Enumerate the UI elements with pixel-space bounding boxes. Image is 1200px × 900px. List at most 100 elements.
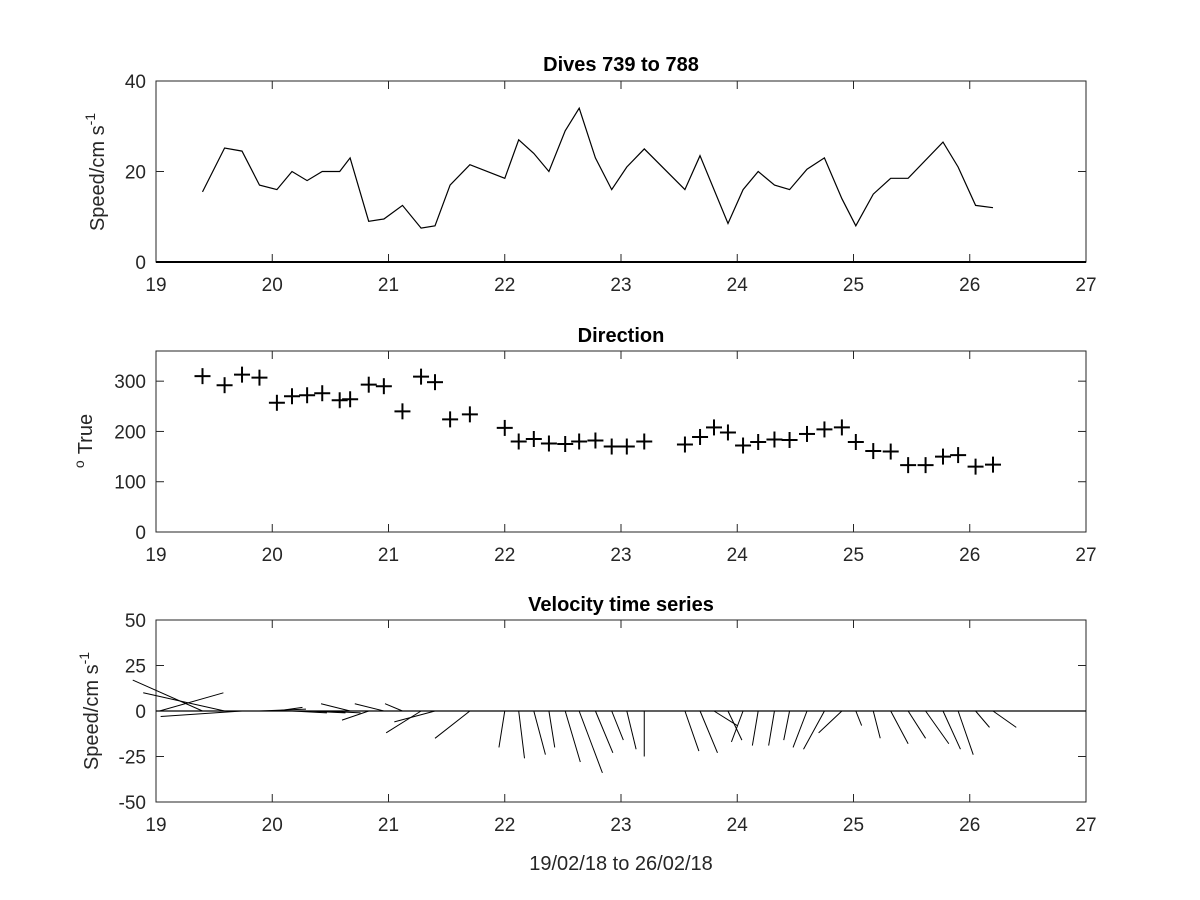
velocity-stick xyxy=(727,710,743,741)
direction-point xyxy=(427,374,443,391)
velocity-stick xyxy=(907,710,926,739)
speed-line xyxy=(201,106,994,229)
velocity-y-tick-label: 0 xyxy=(135,702,146,723)
velocity-y-tick-label: -25 xyxy=(119,748,146,769)
velocity-stick xyxy=(626,710,637,750)
velocity-x-tick-label: 24 xyxy=(727,815,749,836)
direction-point xyxy=(706,419,722,436)
speed-series xyxy=(156,106,1086,263)
velocity-stick xyxy=(498,710,506,748)
velocity-stick xyxy=(341,710,369,721)
direction-x-tick-label: 21 xyxy=(378,545,399,566)
direction-point xyxy=(735,437,752,454)
velocity-stick xyxy=(518,710,526,759)
speed-panel-title: Dives 739 to 788 xyxy=(543,54,699,76)
velocity-stick xyxy=(384,703,403,712)
velocity-stick xyxy=(564,710,581,763)
direction-plot-frame xyxy=(155,350,1087,533)
direction-point xyxy=(833,419,850,436)
velocity-stick xyxy=(783,710,791,741)
velocity-stick xyxy=(533,710,546,755)
direction-point xyxy=(618,438,635,455)
direction-point xyxy=(847,434,864,451)
velocity-stick xyxy=(548,710,556,748)
direction-ticks: 19 20 21 22 23 24 25 26 27 0 100 200 300 xyxy=(114,351,1097,566)
speed-x-tick-label: 20 xyxy=(262,275,283,296)
direction-y-axis-label: o True xyxy=(71,414,97,468)
velocity-stick xyxy=(751,710,759,746)
velocity-stick xyxy=(925,710,950,745)
direction-point xyxy=(394,403,411,420)
direction-y-tick-label: 200 xyxy=(114,422,146,443)
velocity-stick xyxy=(594,710,614,754)
direction-point xyxy=(314,385,331,402)
direction-point xyxy=(676,436,693,453)
direction-y-tick-label: 0 xyxy=(135,523,146,544)
velocity-x-tick-label: 21 xyxy=(378,815,399,836)
direction-panel-title: Direction xyxy=(578,325,665,347)
direction-point xyxy=(781,431,798,448)
direction-point xyxy=(375,378,392,395)
direction-y-tick-label: 300 xyxy=(114,372,146,393)
direction-point xyxy=(935,448,952,465)
velocity-y-tick-label: 25 xyxy=(125,657,146,678)
direction-point xyxy=(251,369,268,386)
direction-point xyxy=(571,433,588,450)
speed-x-tick-label: 21 xyxy=(378,275,399,296)
velocity-stick xyxy=(855,710,863,726)
direction-point xyxy=(496,419,513,436)
velocity-panel-title: Velocity time series xyxy=(528,594,714,616)
velocity-stick xyxy=(890,710,909,744)
direction-point xyxy=(216,377,233,394)
velocity-stick xyxy=(699,710,718,754)
direction-point xyxy=(750,434,767,451)
speed-panel: Dives 739 to 788 19 20 21 22 23 24 25 26 27 0 20 40… xyxy=(82,54,1097,296)
velocity-stick xyxy=(768,710,775,746)
velocity-stick xyxy=(730,710,744,743)
direction-x-tick-label: 26 xyxy=(959,545,980,566)
direction-x-tick-label: 20 xyxy=(262,545,283,566)
direction-x-tick-label: 19 xyxy=(145,545,166,566)
velocity-stick xyxy=(291,710,327,714)
velocity-stick xyxy=(143,692,225,712)
direction-point xyxy=(342,391,359,408)
direction-point xyxy=(525,430,542,447)
direction-point xyxy=(799,425,815,442)
velocity-y-tick-label: 50 xyxy=(125,611,146,632)
speed-x-tick-label: 25 xyxy=(843,275,864,296)
speed-y-axis-label: Speed/cm s-1 xyxy=(82,113,109,231)
velocity-stick xyxy=(942,710,961,750)
direction-point xyxy=(917,457,934,474)
velocity-x-tick-label: 20 xyxy=(262,815,283,836)
direction-point xyxy=(816,421,833,438)
direction-point xyxy=(882,443,899,460)
velocity-y-axis-label: Speed/cm s-1 xyxy=(76,652,103,770)
direction-point xyxy=(299,387,316,404)
direction-point xyxy=(557,436,574,453)
velocity-stick xyxy=(159,692,224,712)
velocity-stick xyxy=(276,706,303,712)
velocity-stick xyxy=(975,710,990,728)
velocity-x-tick-label: 22 xyxy=(494,815,515,836)
direction-point xyxy=(985,456,1001,473)
velocity-y-tick-label: -50 xyxy=(119,793,146,814)
velocity-x-tick-label: 26 xyxy=(959,815,980,836)
velocity-ticks: 19 20 21 22 23 24 25 26 27 -50 -25 0 25 50 xyxy=(119,611,1097,836)
velocity-stick xyxy=(578,710,603,774)
direction-x-tick-label: 24 xyxy=(727,545,749,566)
velocity-stick xyxy=(957,710,974,755)
velocity-stick xyxy=(818,710,843,734)
direction-point xyxy=(284,388,301,405)
direction-x-tick-label: 22 xyxy=(494,545,515,566)
direction-point xyxy=(967,458,984,475)
speed-y-tick-label: 20 xyxy=(125,163,146,184)
direction-x-tick-label: 23 xyxy=(610,545,631,566)
speed-ticks: 19 20 21 22 23 24 25 26 27 0 20 40 xyxy=(125,72,1097,296)
velocity-stick xyxy=(992,710,1017,728)
velocity-stick xyxy=(320,703,351,712)
speed-x-tick-label: 27 xyxy=(1075,275,1096,296)
direction-point xyxy=(636,433,653,450)
velocity-stick xyxy=(307,710,346,714)
direction-point xyxy=(461,406,478,423)
direction-x-tick-label: 25 xyxy=(843,545,864,566)
